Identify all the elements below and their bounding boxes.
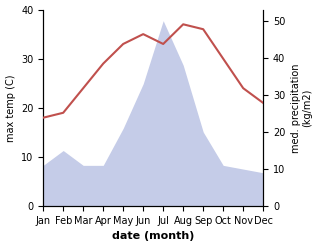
X-axis label: date (month): date (month) [112, 231, 194, 242]
Y-axis label: max temp (C): max temp (C) [5, 74, 16, 142]
Y-axis label: med. precipitation
(kg/m2): med. precipitation (kg/m2) [291, 63, 313, 153]
